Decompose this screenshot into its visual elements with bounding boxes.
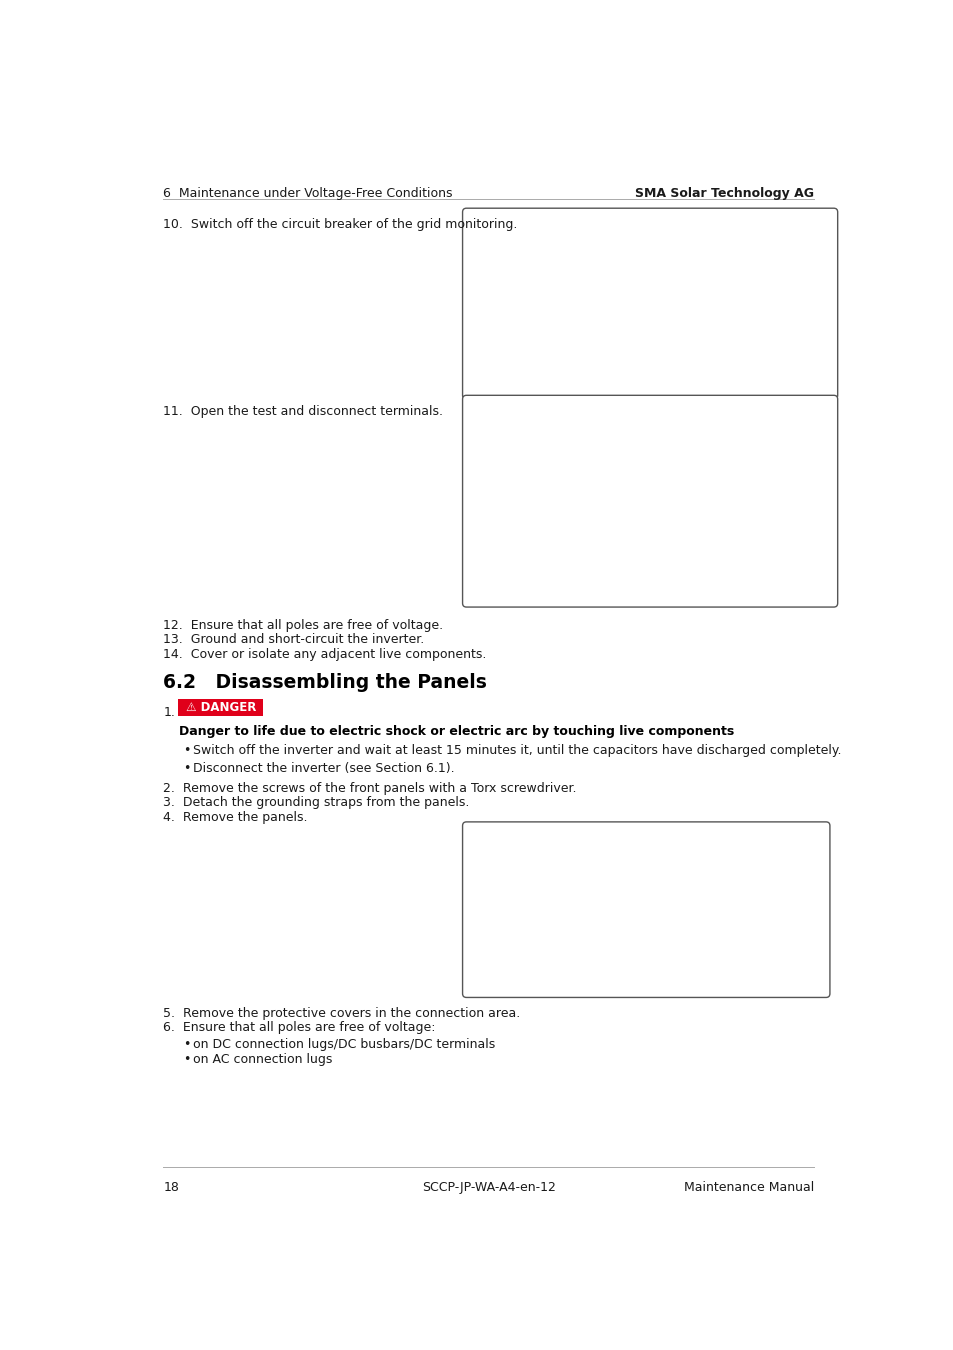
Text: 5.  Remove the protective covers in the connection area.: 5. Remove the protective covers in the c… xyxy=(163,1007,520,1019)
FancyBboxPatch shape xyxy=(462,822,829,998)
Text: Disconnect the inverter (see Section 6.1).: Disconnect the inverter (see Section 6.1… xyxy=(193,761,454,775)
FancyBboxPatch shape xyxy=(462,208,837,400)
Text: 18: 18 xyxy=(163,1181,179,1193)
Text: Danger to life due to electric shock or electric arc by touching live components: Danger to life due to electric shock or … xyxy=(179,725,734,738)
Text: 4.  Remove the panels.: 4. Remove the panels. xyxy=(163,811,308,824)
FancyBboxPatch shape xyxy=(178,699,263,716)
Text: Maintenance Manual: Maintenance Manual xyxy=(683,1181,814,1193)
Text: 14.  Cover or isolate any adjacent live components.: 14. Cover or isolate any adjacent live c… xyxy=(163,648,486,662)
Text: 3.  Detach the grounding straps from the panels.: 3. Detach the grounding straps from the … xyxy=(163,796,469,810)
Text: •: • xyxy=(183,1053,191,1066)
Text: 12.  Ensure that all poles are free of voltage.: 12. Ensure that all poles are free of vo… xyxy=(163,618,443,632)
Text: •: • xyxy=(183,761,191,775)
Text: •: • xyxy=(183,744,191,757)
Text: 11.  Open the test and disconnect terminals.: 11. Open the test and disconnect termina… xyxy=(163,405,443,418)
Text: SCCP-JP-WA-A4-en-12: SCCP-JP-WA-A4-en-12 xyxy=(421,1181,556,1193)
FancyBboxPatch shape xyxy=(462,396,837,608)
Text: 6  Maintenance under Voltage-Free Conditions: 6 Maintenance under Voltage-Free Conditi… xyxy=(163,188,453,200)
Text: 2.  Remove the screws of the front panels with a Torx screwdriver.: 2. Remove the screws of the front panels… xyxy=(163,782,577,795)
Text: 13.  Ground and short-circuit the inverter.: 13. Ground and short-circuit the inverte… xyxy=(163,633,424,647)
Text: ⚠ DANGER: ⚠ DANGER xyxy=(186,701,255,714)
Text: 6.2   Disassembling the Panels: 6.2 Disassembling the Panels xyxy=(163,672,487,691)
Text: 1.: 1. xyxy=(163,706,175,718)
Text: 6.  Ensure that all poles are free of voltage:: 6. Ensure that all poles are free of vol… xyxy=(163,1022,436,1034)
Text: Switch off the inverter and wait at least 15 minutes it, until the capacitors ha: Switch off the inverter and wait at leas… xyxy=(193,744,841,757)
Text: on AC connection lugs: on AC connection lugs xyxy=(193,1053,332,1066)
Text: 10.  Switch off the circuit breaker of the grid monitoring.: 10. Switch off the circuit breaker of th… xyxy=(163,219,517,231)
Text: on DC connection lugs/DC busbars/DC terminals: on DC connection lugs/DC busbars/DC term… xyxy=(193,1038,495,1052)
Text: •: • xyxy=(183,1038,191,1052)
Text: SMA Solar Technology AG: SMA Solar Technology AG xyxy=(635,188,814,200)
